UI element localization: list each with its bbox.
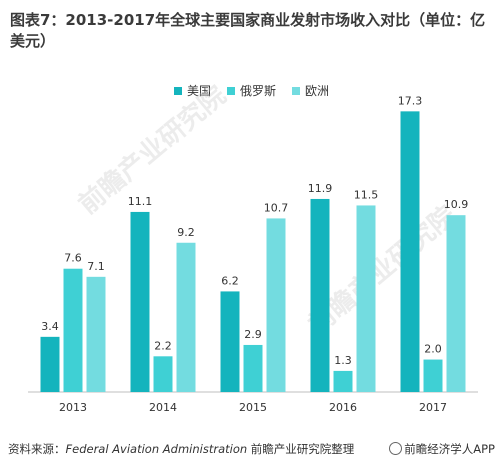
- data-label-usa-2015: 6.2: [221, 274, 239, 287]
- source-en: Federal Aviation Administration: [65, 442, 248, 456]
- bar-europe-2017: [446, 215, 466, 392]
- x-tick-label-2016: 2016: [329, 401, 357, 414]
- logo-circle-icon: [389, 442, 403, 455]
- legend-label-europe: 欧洲: [305, 84, 330, 98]
- bar-europe-2015: [266, 218, 286, 392]
- bar-usa-2013: [40, 336, 60, 392]
- data-label-russia-2015: 2.9: [244, 328, 262, 341]
- bar-usa-2014: [130, 211, 150, 392]
- data-label-russia-2014: 2.2: [154, 339, 172, 352]
- data-label-europe-2017: 10.9: [444, 198, 469, 211]
- source-prefix: 资料来源：: [8, 442, 66, 456]
- bar-russia-2013: [63, 268, 83, 392]
- legend-item-usa: 美国: [173, 82, 211, 99]
- bar-russia-2014: [153, 356, 173, 392]
- bar-usa-2016: [310, 198, 330, 392]
- data-label-usa-2017: 17.3: [398, 94, 423, 107]
- legend-label-usa: 美国: [186, 84, 211, 98]
- data-label-russia-2013: 7.6: [64, 252, 82, 265]
- chart-legend: 美国 俄罗斯 欧洲: [0, 82, 503, 99]
- legend-item-europe: 欧洲: [292, 82, 329, 99]
- bar-russia-2017: [423, 359, 443, 392]
- data-label-europe-2014: 9.2: [177, 226, 195, 239]
- x-tick-label-2014: 2014: [149, 401, 177, 414]
- bar-europe-2016: [356, 205, 376, 392]
- legend-swatch-russia: [226, 86, 235, 95]
- logo-text: 前瞻经济学人APP: [404, 442, 495, 456]
- source-cn: 前瞻产业研究院整理: [247, 442, 355, 456]
- data-label-russia-2017: 2.0: [424, 343, 442, 356]
- bar-usa-2015: [220, 291, 240, 392]
- bar-usa-2017: [400, 111, 420, 392]
- x-tick-label-2013: 2013: [59, 401, 87, 414]
- source-note: 资料来源：Federal Aviation Administration 前瞻产…: [8, 441, 354, 457]
- data-label-europe-2016: 11.5: [354, 188, 379, 201]
- data-label-russia-2016: 1.3: [334, 354, 352, 367]
- legend-label-russia: 俄罗斯: [239, 84, 276, 98]
- data-label-europe-2015: 10.7: [264, 201, 289, 214]
- legend-swatch-europe: [292, 86, 300, 95]
- bar-russia-2015: [243, 344, 263, 392]
- x-tick-label-2017: 2017: [419, 401, 447, 414]
- data-label-usa-2014: 11.1: [128, 195, 153, 208]
- legend-swatch-usa: [173, 86, 182, 95]
- bar-russia-2016: [333, 370, 353, 392]
- data-label-europe-2013: 7.1: [87, 260, 105, 273]
- chart-title: 图表7：2013-2017年全球主要国家商业发射市场收入对比（单位：亿美元）: [10, 11, 486, 50]
- data-label-usa-2013: 3.4: [41, 320, 59, 333]
- data-label-usa-2016: 11.9: [308, 182, 333, 195]
- legend-item-russia: 俄罗斯: [226, 82, 276, 99]
- app-logo: 前瞻经济学人APP: [389, 441, 495, 457]
- bar-europe-2013: [86, 276, 106, 392]
- x-tick-label-2015: 2015: [239, 401, 267, 414]
- bar-europe-2014: [176, 242, 196, 392]
